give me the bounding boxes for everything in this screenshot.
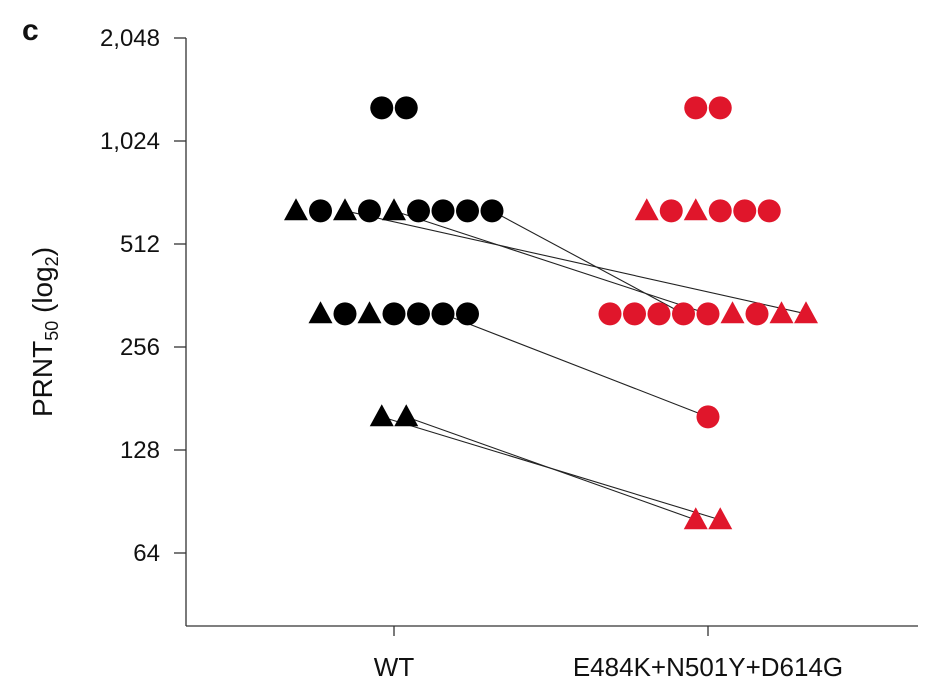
marker-wt-160-0 xyxy=(369,404,394,427)
y-tick-label-0: 64 xyxy=(133,540,160,567)
marker-wt-640-8 xyxy=(480,199,504,223)
marker-wt-640-5 xyxy=(407,199,430,223)
y-axis-title-mid: (log xyxy=(27,266,58,320)
marker-variant-320-4 xyxy=(696,302,720,326)
marker-wt-320-5 xyxy=(431,302,455,326)
marker-variant-320-3 xyxy=(672,302,695,326)
marker-variant-160-0 xyxy=(696,405,720,429)
marker-variant-320-6 xyxy=(745,302,769,326)
y-tick-label-3: 512 xyxy=(120,231,160,258)
y-tick-label-5: 2,048 xyxy=(100,25,160,52)
paired-line-3 xyxy=(442,313,709,418)
x-ticks: WT E484K+N501Y+D614G xyxy=(374,626,843,682)
paired-line-5 xyxy=(406,416,696,521)
marker-wt-640-6 xyxy=(431,199,455,223)
marker-wt-1280-1 xyxy=(394,96,418,120)
marker-variant-320-5 xyxy=(720,301,745,324)
marker-wt-640-1 xyxy=(309,199,332,223)
marker-variant-640-2 xyxy=(683,198,708,221)
y-axis-title-sub2: 2 xyxy=(42,256,62,266)
marker-variant-640-5 xyxy=(757,199,781,223)
marker-variant-1280-1 xyxy=(708,96,732,120)
marker-wt-640-0 xyxy=(284,198,308,221)
y-tick-label-1: 128 xyxy=(120,437,160,464)
marker-variant-320-0 xyxy=(598,302,622,326)
y-tick-label-4: 1,024 xyxy=(100,128,160,155)
marker-wt-640-7 xyxy=(456,199,479,223)
paired-line-2 xyxy=(491,210,684,315)
marker-variant-640-3 xyxy=(708,199,732,223)
marker-wt-320-3 xyxy=(382,302,406,326)
marker-wt-160-1 xyxy=(394,404,419,427)
marker-wt-320-2 xyxy=(357,301,382,324)
marker-wt-640-3 xyxy=(358,199,381,223)
y-tick-label-2: 256 xyxy=(120,334,160,361)
marker-variant-640-1 xyxy=(659,199,683,223)
y-ticks: 64 128 256 512 1,024 2,048 xyxy=(100,25,186,567)
marker-wt-320-0 xyxy=(308,301,333,324)
y-axis-title-end: ) xyxy=(27,247,58,256)
paired-line-0 xyxy=(344,210,807,315)
marker-variant-1280-0 xyxy=(684,96,708,120)
data-markers xyxy=(284,96,818,530)
y-axis-title-main: PRNT xyxy=(27,341,58,417)
x-tick-label-1: E484K+N501Y+D614G xyxy=(573,652,843,682)
marker-wt-320-4 xyxy=(407,302,430,326)
marker-variant-640-0 xyxy=(634,198,659,221)
marker-variant-320-7 xyxy=(769,301,794,324)
marker-wt-1280-0 xyxy=(370,96,394,120)
marker-variant-320-2 xyxy=(647,302,671,326)
marker-wt-640-4 xyxy=(382,198,406,221)
marker-wt-320-1 xyxy=(333,302,357,326)
y-axis-title-sub1: 50 xyxy=(42,321,62,341)
panel-label: c xyxy=(22,14,39,47)
marker-variant-320-1 xyxy=(623,302,646,326)
marker-variant-640-4 xyxy=(733,199,757,223)
paired-line-1 xyxy=(393,210,709,315)
marker-variant-80-0 xyxy=(683,507,708,530)
paired-lines xyxy=(344,210,807,521)
x-tick-label-0: WT xyxy=(374,652,415,682)
marker-variant-80-1 xyxy=(708,507,733,530)
y-axis-title: PRNT50 (log2) xyxy=(27,247,62,417)
marker-wt-320-6 xyxy=(456,302,479,326)
marker-wt-640-2 xyxy=(333,198,357,221)
marker-variant-320-8 xyxy=(794,301,818,324)
